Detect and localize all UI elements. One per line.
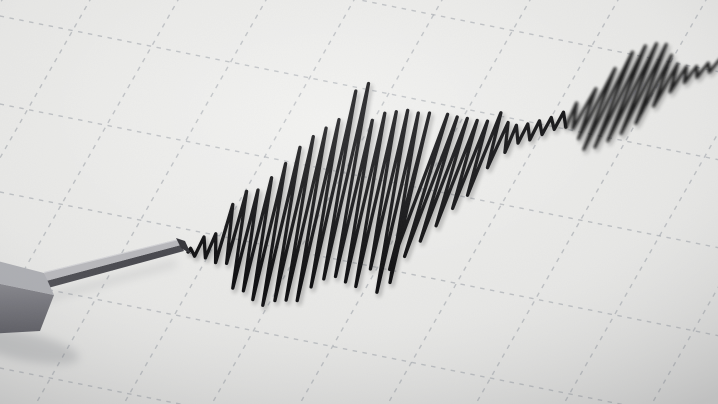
seismograph-scene — [0, 0, 718, 404]
film-grain-overlay — [0, 0, 718, 404]
seismograph-photo — [0, 0, 718, 404]
